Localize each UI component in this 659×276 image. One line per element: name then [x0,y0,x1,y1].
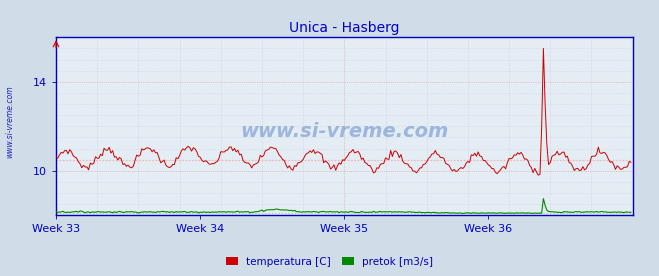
Title: Unica - Hasberg: Unica - Hasberg [289,21,399,35]
Text: www.si-vreme.com: www.si-vreme.com [5,85,14,158]
Legend: temperatura [C], pretok [m3/s]: temperatura [C], pretok [m3/s] [221,253,438,271]
Text: www.si-vreme.com: www.si-vreme.com [240,122,449,141]
